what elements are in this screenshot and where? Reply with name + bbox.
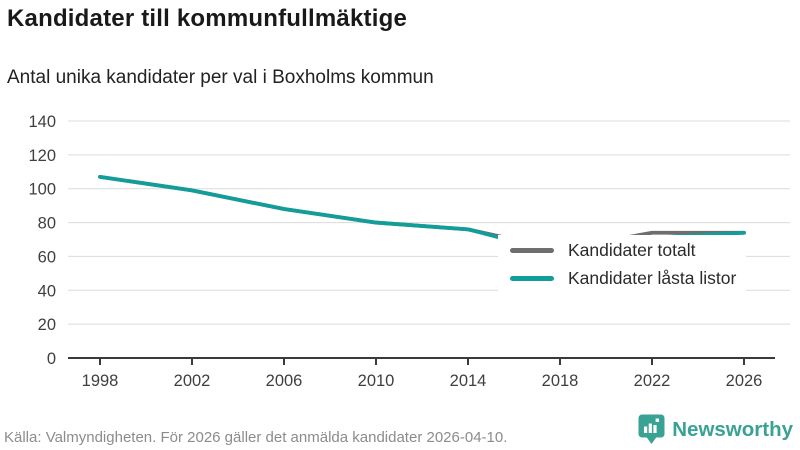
svg-text:100: 100 bbox=[28, 181, 56, 199]
chart-legend: Kandidater totalt Kandidater låsta listo… bbox=[498, 235, 747, 296]
svg-text:1998: 1998 bbox=[82, 372, 119, 390]
newsworthy-logo-icon bbox=[638, 414, 665, 444]
svg-text:80: 80 bbox=[38, 215, 56, 233]
legend-item-totalt: Kandidater totalt bbox=[510, 240, 736, 261]
svg-text:0: 0 bbox=[47, 350, 56, 368]
chart-subtitle: Antal unika kandidater per val i Boxholm… bbox=[7, 67, 434, 88]
legend-swatch-lasta-listor bbox=[510, 276, 554, 281]
svg-text:40: 40 bbox=[38, 282, 56, 300]
svg-text:120: 120 bbox=[28, 147, 56, 165]
page-title: Kandidater till kommunfullmäktige bbox=[7, 5, 407, 32]
svg-text:2010: 2010 bbox=[358, 372, 395, 390]
legend-swatch-totalt bbox=[510, 248, 554, 253]
legend-item-lasta-listor: Kandidater låsta listor bbox=[510, 268, 736, 289]
newsworthy-logo-text: Newsworthy bbox=[672, 417, 793, 441]
svg-text:2006: 2006 bbox=[266, 372, 303, 390]
svg-text:60: 60 bbox=[38, 248, 56, 266]
svg-text:2018: 2018 bbox=[542, 372, 579, 390]
legend-label-lasta-listor: Kandidater låsta listor bbox=[568, 268, 737, 288]
line-chart: 0 20 40 60 80 100 120 140 1998 2002 2006 2010 2014 20… bbox=[28, 113, 790, 390]
svg-text:20: 20 bbox=[38, 316, 56, 334]
svg-text:2026: 2026 bbox=[726, 372, 763, 390]
svg-text:140: 140 bbox=[28, 113, 56, 131]
newsworthy-logo[interactable]: Newsworthy bbox=[638, 414, 793, 445]
source-note: Källa: Valmyndigheten. För 2026 gäller d… bbox=[4, 429, 508, 446]
svg-text:2002: 2002 bbox=[174, 372, 211, 390]
chart-area: 0 20 40 60 80 100 120 140 1998 2002 2006 2010 2014 20… bbox=[0, 105, 800, 405]
svg-text:2014: 2014 bbox=[450, 372, 487, 390]
svg-text:2022: 2022 bbox=[634, 372, 671, 390]
legend-label-totalt: Kandidater totalt bbox=[568, 240, 696, 260]
